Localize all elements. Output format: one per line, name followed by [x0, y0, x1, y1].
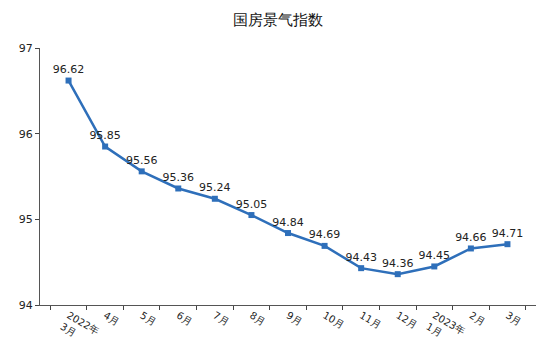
svg-text:95.56: 95.56	[126, 154, 158, 167]
svg-text:94.69: 94.69	[309, 228, 341, 241]
svg-text:国房景气指数: 国房景气指数	[233, 11, 323, 29]
svg-text:95.36: 95.36	[163, 171, 195, 184]
svg-text:5月: 5月	[138, 310, 158, 328]
svg-text:94.43: 94.43	[345, 251, 377, 264]
svg-text:3月: 3月	[504, 310, 524, 328]
svg-text:12月: 12月	[394, 310, 419, 331]
svg-text:2月: 2月	[467, 310, 487, 328]
svg-text:94.66: 94.66	[455, 231, 487, 244]
svg-text:6月: 6月	[175, 310, 195, 328]
svg-text:10月: 10月	[321, 310, 346, 331]
svg-text:2023年1月: 2023年1月	[424, 310, 467, 349]
svg-text:4月: 4月	[102, 310, 122, 328]
svg-text:7月: 7月	[211, 310, 231, 328]
svg-text:11月: 11月	[358, 310, 383, 331]
svg-text:94.45: 94.45	[419, 249, 451, 262]
svg-text:97: 97	[19, 42, 33, 55]
svg-text:96.62: 96.62	[53, 63, 85, 76]
svg-text:96: 96	[19, 128, 33, 141]
svg-text:94: 94	[19, 299, 33, 312]
svg-text:94.71: 94.71	[492, 227, 524, 240]
svg-text:95: 95	[19, 213, 33, 226]
svg-text:95.24: 95.24	[199, 181, 231, 194]
svg-text:95.05: 95.05	[236, 198, 268, 211]
svg-text:95.85: 95.85	[89, 129, 121, 142]
svg-text:94.84: 94.84	[272, 216, 304, 229]
svg-text:9月: 9月	[285, 310, 305, 328]
svg-text:8月: 8月	[248, 310, 268, 328]
svg-text:2022年3月: 2022年3月	[59, 310, 102, 349]
svg-text:94.36: 94.36	[382, 257, 414, 270]
